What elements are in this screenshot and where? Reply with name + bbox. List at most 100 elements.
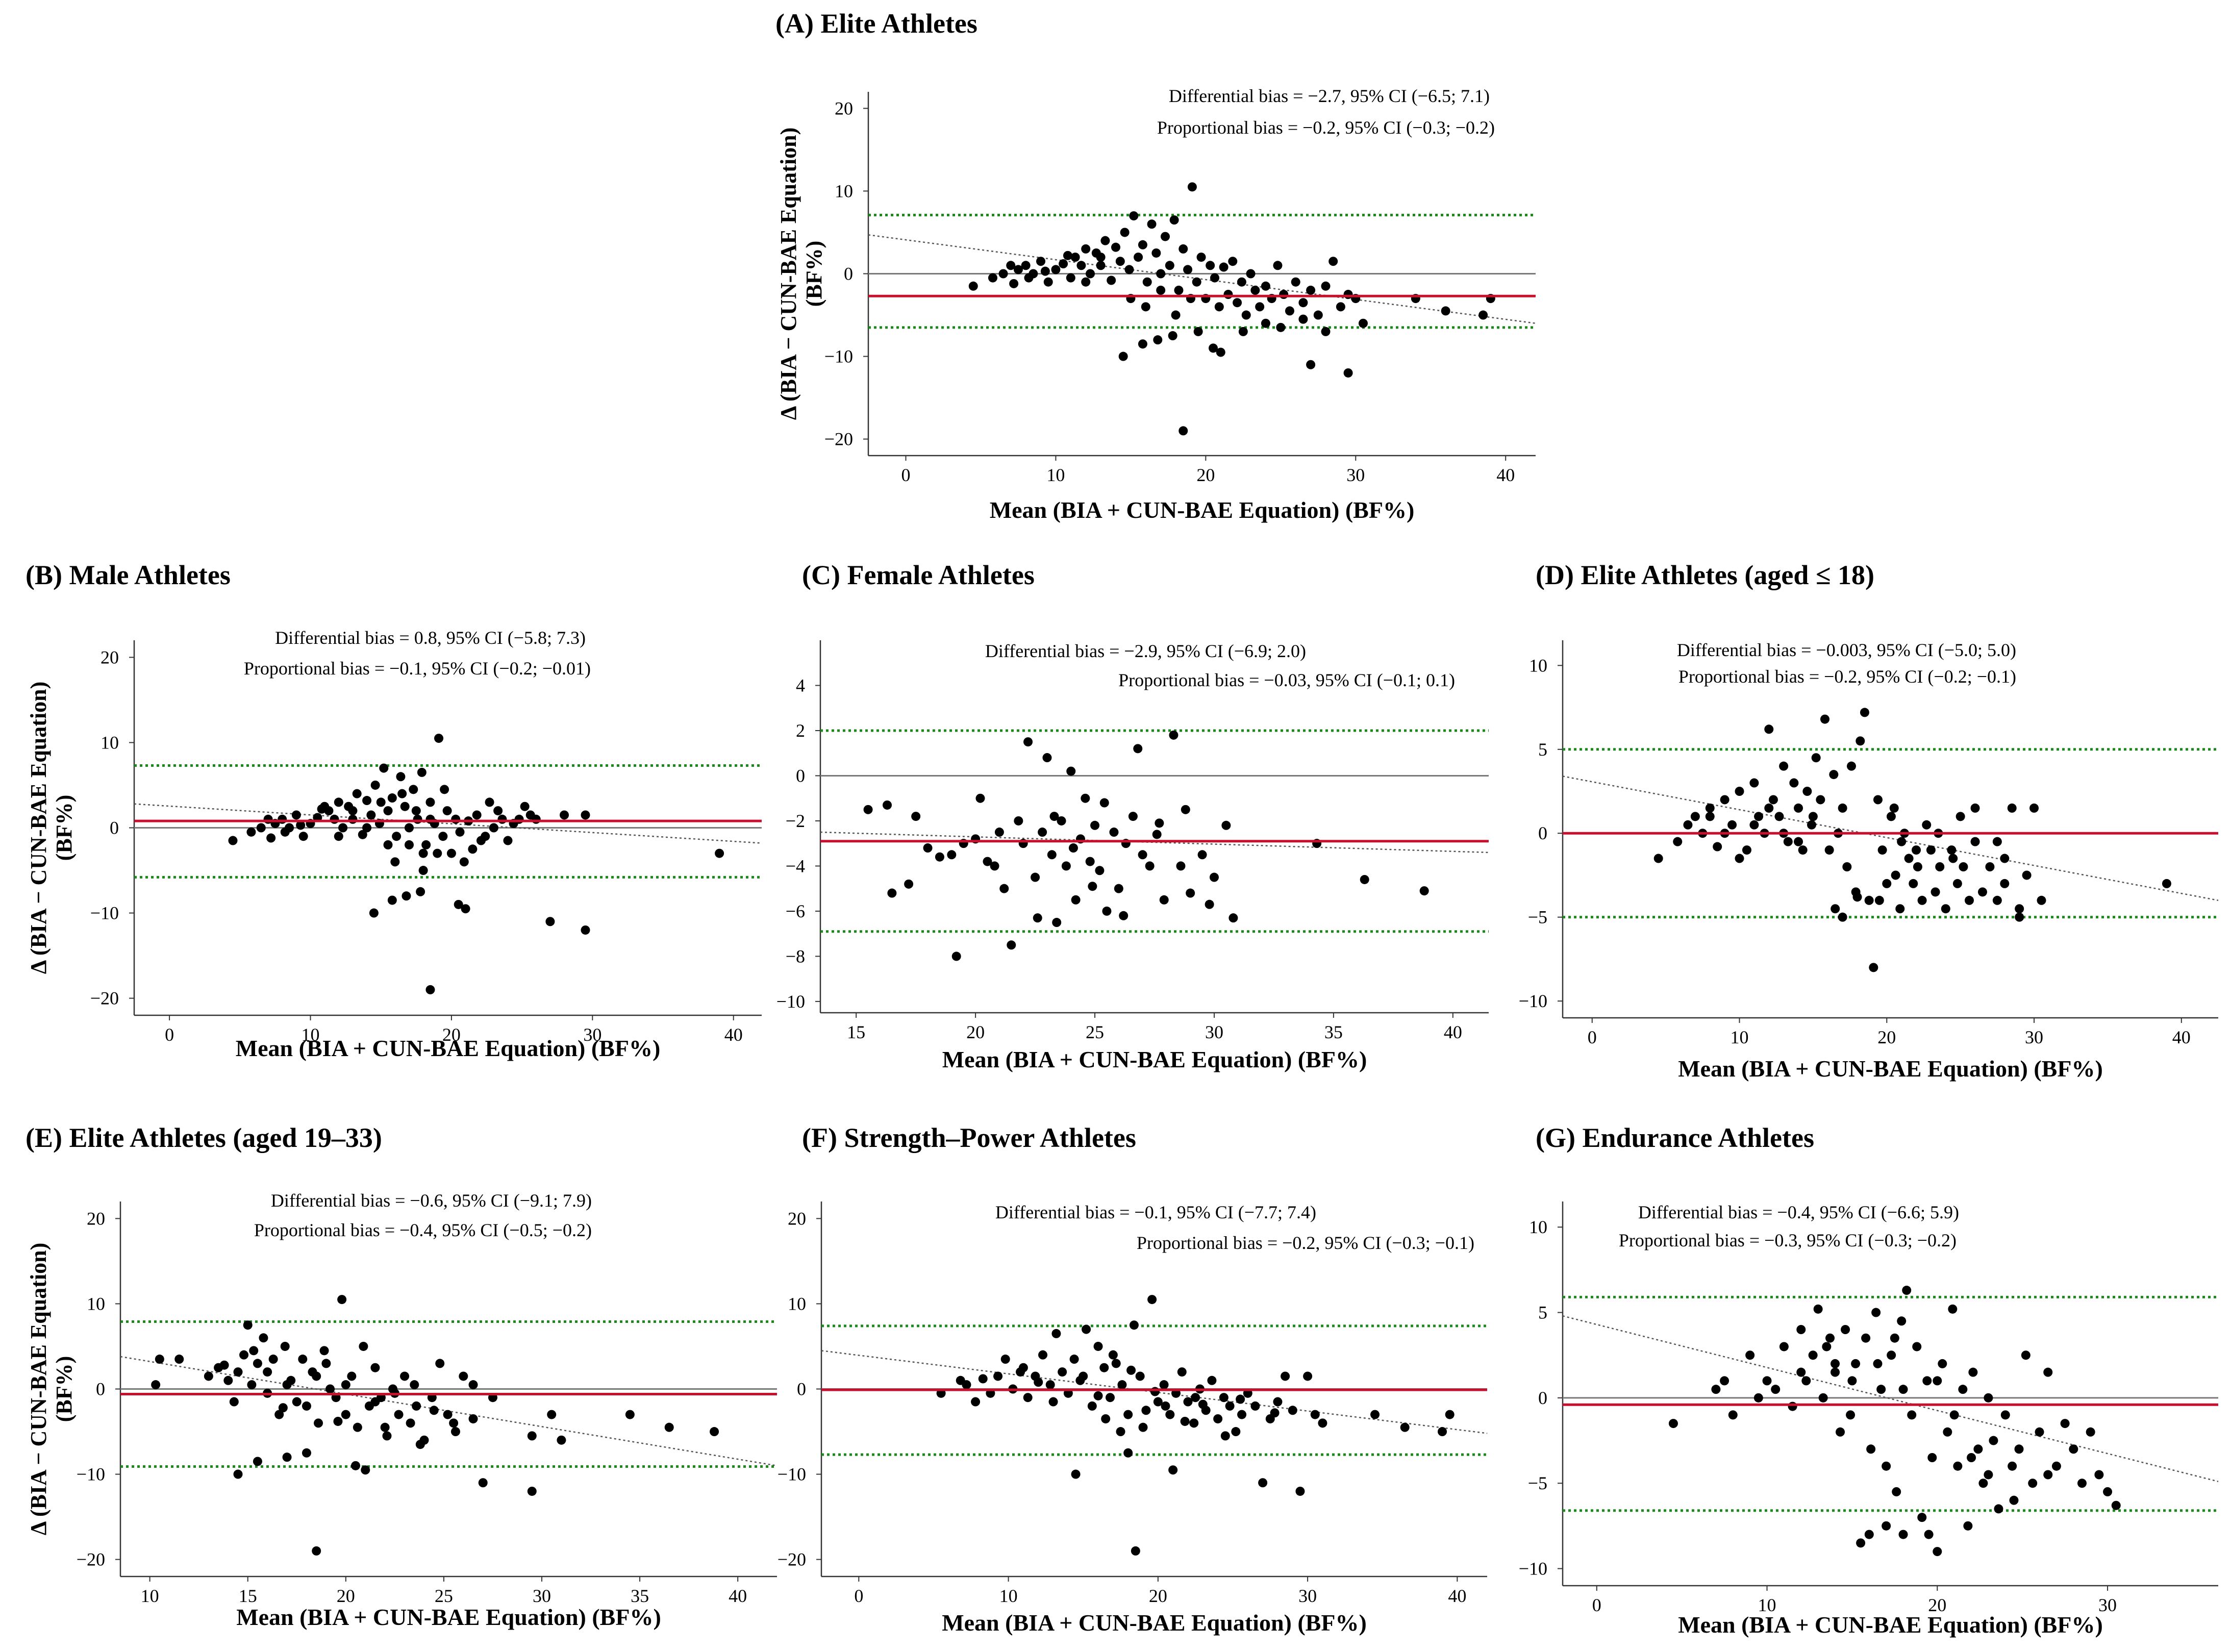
data-point [1021, 261, 1031, 270]
data-point [1400, 1422, 1410, 1432]
x-tick-label: 20 [966, 1022, 985, 1042]
data-point [312, 1546, 321, 1556]
data-point [1874, 895, 1884, 905]
data-point [1882, 1461, 1891, 1471]
data-point [1117, 1380, 1127, 1390]
data-point [1846, 1410, 1856, 1420]
data-point [1155, 818, 1164, 828]
data-point [454, 899, 463, 909]
data-point [1897, 837, 1907, 846]
y-tick-label: 10 [788, 1293, 806, 1314]
panel-b: (B) Male Athletes 0 10 20 30 40 −20 −10 0 10 20 Dif… [26, 560, 762, 1061]
data-point [1099, 798, 1109, 808]
x-tick-label: 0 [854, 1586, 863, 1606]
data-point [1114, 884, 1123, 893]
data-point [348, 814, 358, 824]
data-point [1152, 830, 1162, 839]
x-axis-label-e: Mean (BIA + CUN-BAE Equation) (BF%) [236, 1604, 661, 1630]
data-point [1904, 854, 1914, 863]
data-point [1085, 857, 1095, 866]
y-tick-label: −10 [77, 1464, 105, 1485]
data-point [1749, 820, 1759, 830]
data-point [1229, 913, 1238, 923]
data-point [1727, 820, 1737, 830]
data-point [330, 814, 339, 824]
data-point [314, 1418, 323, 1428]
data-point [883, 800, 892, 810]
data-point [404, 823, 414, 833]
panel-e: (E) Elite Athletes (aged 19–33) 10 15 20 25 3… [26, 1122, 778, 1630]
data-point [1040, 266, 1050, 276]
panel-d: (D) Elite Athletes (aged ≤ 18) 0 10 20 30 40 −… [1519, 560, 2219, 1082]
panel-a: (A) Elite Athletes 0 10 20 30 40 −20 −10 0 10 20 Di… [775, 8, 1536, 523]
data-point [1922, 1376, 1932, 1386]
data-point [1959, 862, 1968, 871]
data-point [1031, 872, 1040, 882]
x-tick-label: 40 [1448, 1586, 1466, 1606]
data-point [1949, 1410, 1959, 1420]
y-axis-unit-e: (BF%) [52, 1356, 77, 1422]
data-point [1189, 1418, 1199, 1428]
data-point [1856, 1538, 1866, 1548]
data-point [1042, 753, 1052, 763]
data-point [1115, 257, 1125, 266]
data-point [434, 734, 444, 743]
data-point [1343, 368, 1353, 378]
data-point [887, 888, 897, 898]
data-point [1298, 298, 1308, 308]
data-point [1049, 812, 1059, 821]
data-point [337, 1295, 347, 1305]
data-point [1831, 904, 1840, 914]
data-point [296, 820, 306, 830]
data-point [1007, 940, 1016, 950]
data-point [1321, 281, 1331, 291]
data-point [317, 804, 327, 814]
data-point [1258, 1478, 1268, 1488]
y-tick-label: 0 [1538, 1388, 1547, 1408]
data-point [664, 1422, 674, 1432]
y-tick-label: −10 [1519, 1559, 1547, 1579]
data-point [324, 806, 334, 816]
data-point [1705, 803, 1715, 813]
regression-line-c [820, 831, 1489, 854]
data-point [233, 1469, 243, 1479]
x-tick-label: 30 [2025, 1027, 2043, 1047]
data-point [1336, 302, 1345, 312]
data-point [228, 836, 238, 845]
data-point [1147, 219, 1157, 229]
data-point [461, 904, 470, 914]
data-point [1023, 737, 1033, 747]
data-point [710, 1427, 719, 1437]
data-point [1860, 708, 1869, 717]
data-point [1133, 744, 1143, 754]
data-point [1250, 1401, 1260, 1411]
x-tick-label: 20 [1928, 1595, 1946, 1615]
data-point [1882, 1521, 1891, 1531]
data-point [1441, 306, 1450, 316]
data-point [325, 1384, 335, 1394]
data-point [319, 1346, 329, 1356]
data-point [1196, 253, 1206, 262]
data-point [359, 1341, 368, 1351]
data-point [1052, 918, 1062, 928]
regression-line-b [134, 803, 762, 844]
data-point [1051, 265, 1061, 274]
data-point [1233, 298, 1242, 308]
y-tick-label: −8 [786, 946, 805, 966]
x-tick-label: 0 [901, 465, 910, 485]
data-point [1210, 273, 1219, 283]
data-point [1181, 805, 1190, 814]
data-point [1038, 1350, 1048, 1360]
data-point [1205, 899, 1214, 909]
data-point [1882, 879, 1892, 888]
data-point [298, 1355, 308, 1364]
data-point [1100, 236, 1110, 245]
data-point [1156, 269, 1166, 279]
data-point [243, 1320, 253, 1330]
data-point [1994, 1504, 2003, 1514]
data-point [1273, 1397, 1283, 1407]
proportional-bias-text-b: Proportional bias = −0.1, 95% CI (−0.2; … [244, 658, 591, 679]
data-point [1220, 1431, 1230, 1441]
data-point [291, 810, 301, 820]
data-point [1033, 913, 1042, 923]
